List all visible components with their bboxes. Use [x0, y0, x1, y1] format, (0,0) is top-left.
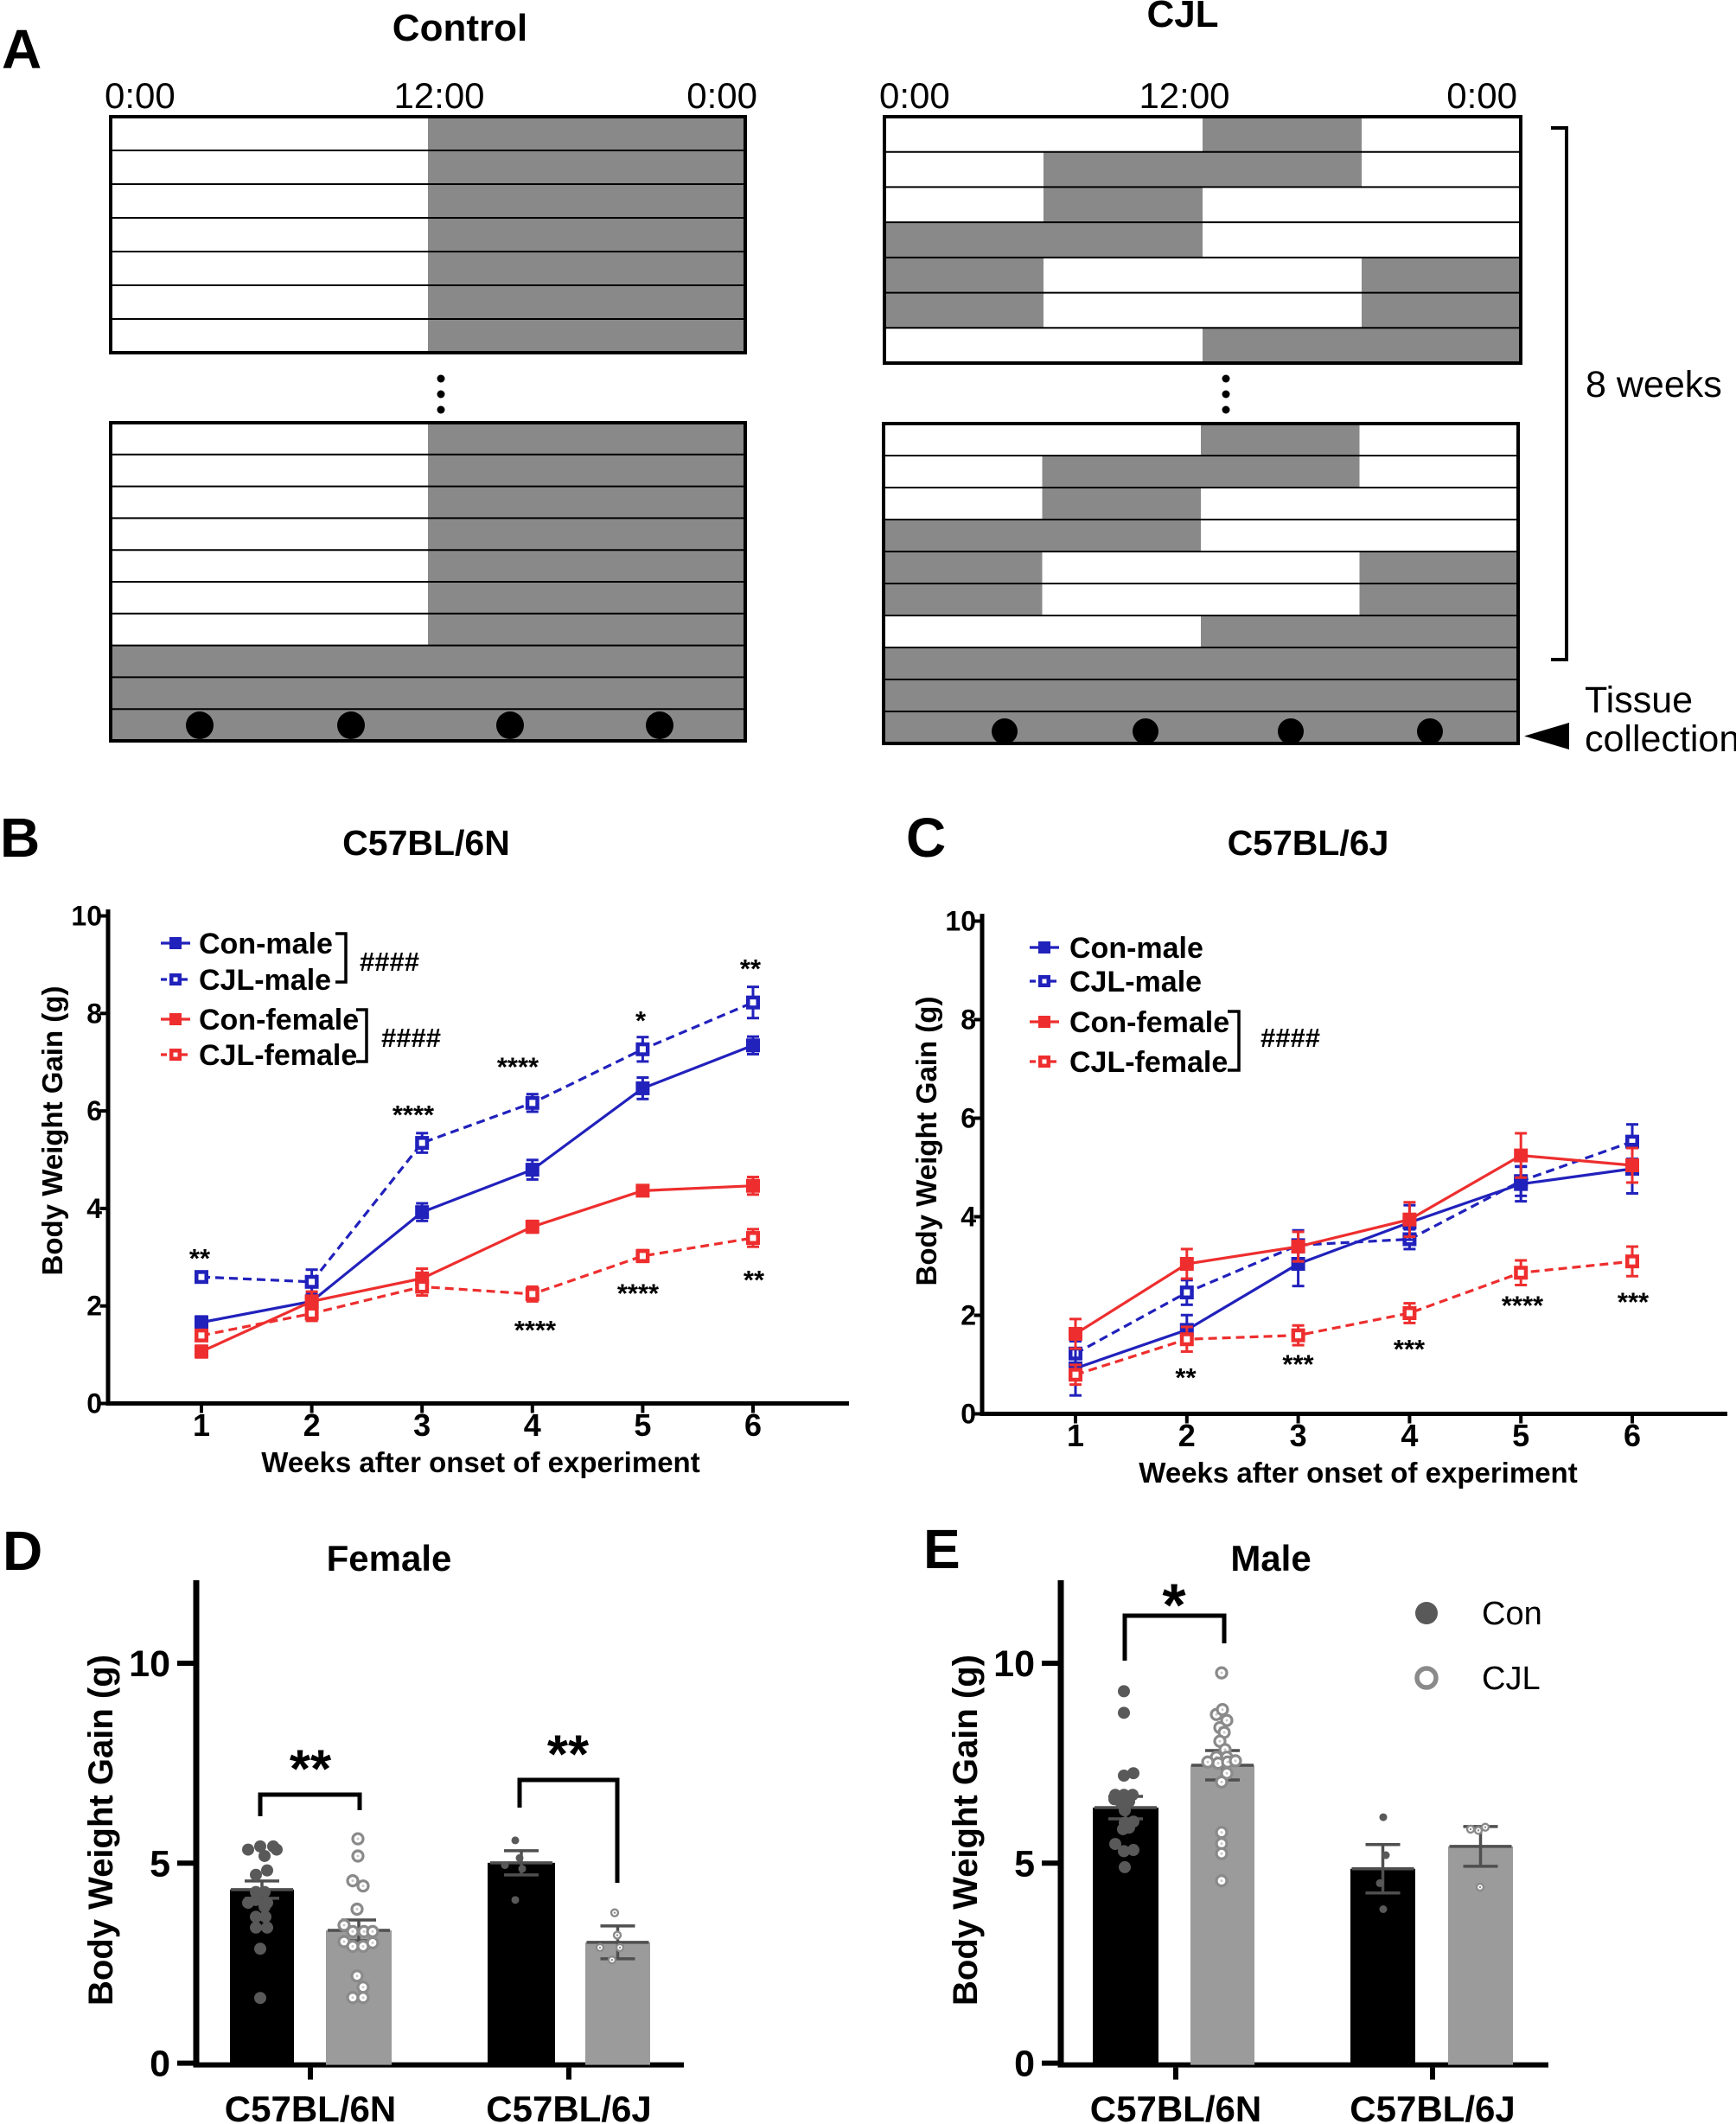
svg-text:collection: collection — [1585, 718, 1736, 760]
svg-text:12:00: 12:00 — [1139, 75, 1229, 116]
svg-text:CJL-male: CJL-male — [1069, 966, 1202, 998]
svg-text:8 weeks: 8 weeks — [1586, 364, 1722, 405]
svg-text:CJL-female: CJL-female — [1069, 1046, 1228, 1079]
svg-text:**: ** — [189, 1243, 211, 1273]
svg-text:10: 10 — [71, 901, 102, 932]
svg-text:***: *** — [1394, 1334, 1426, 1364]
svg-text:**: ** — [290, 1740, 332, 1800]
svg-text:CJL: CJL — [1146, 0, 1218, 35]
svg-text:2: 2 — [1178, 1418, 1196, 1453]
svg-text:****: **** — [393, 1100, 435, 1130]
svg-text:**: ** — [740, 954, 762, 984]
svg-text:0:00: 0:00 — [1446, 75, 1517, 116]
svg-text:**: ** — [1175, 1362, 1197, 1393]
svg-text:10: 10 — [945, 906, 976, 937]
svg-text:5: 5 — [634, 1407, 651, 1443]
svg-text:0:00: 0:00 — [686, 75, 757, 116]
svg-text:Con-male: Con-male — [1069, 932, 1203, 965]
svg-text:Con: Con — [1482, 1596, 1542, 1632]
svg-text:**: ** — [744, 1265, 765, 1295]
svg-text:4: 4 — [961, 1202, 976, 1233]
svg-text:0: 0 — [961, 1399, 976, 1430]
svg-text:6: 6 — [1624, 1418, 1641, 1453]
svg-text:C57BL/6N: C57BL/6N — [342, 823, 510, 863]
svg-text:3: 3 — [1290, 1418, 1307, 1453]
svg-text:1: 1 — [1067, 1418, 1084, 1453]
svg-text:***: *** — [1282, 1349, 1314, 1380]
svg-text:Weeks after onset of experimen: Weeks after onset of experiment — [261, 1446, 699, 1478]
svg-text:6: 6 — [744, 1407, 762, 1443]
svg-text:6: 6 — [86, 1095, 102, 1126]
svg-text:****: **** — [617, 1279, 660, 1309]
svg-text:Con-male: Con-male — [199, 928, 333, 960]
svg-text:B: B — [0, 807, 40, 869]
svg-text:Body Weight Gain (g): Body Weight Gain (g) — [947, 1655, 985, 2006]
svg-text:Control: Control — [393, 7, 527, 49]
svg-text:CJL-female: CJL-female — [199, 1039, 357, 1072]
svg-text:0:00: 0:00 — [879, 75, 950, 116]
svg-text:C57BL/6N: C57BL/6N — [225, 2089, 396, 2124]
svg-text:3: 3 — [413, 1407, 431, 1443]
svg-text:Con-female: Con-female — [1069, 1006, 1229, 1039]
svg-text:5: 5 — [1014, 1843, 1035, 1885]
svg-text:8: 8 — [961, 1005, 976, 1036]
svg-text:6: 6 — [961, 1103, 976, 1134]
svg-text:Body Weight Gain (g): Body Weight Gain (g) — [36, 986, 68, 1276]
svg-text:2: 2 — [86, 1291, 102, 1322]
svg-text:D: D — [3, 1520, 42, 1582]
svg-text:2: 2 — [961, 1300, 976, 1331]
svg-text:10: 10 — [993, 1643, 1035, 1685]
svg-text:0: 0 — [150, 2044, 170, 2085]
svg-text:Female: Female — [327, 1538, 452, 1579]
svg-text:A: A — [2, 18, 41, 80]
svg-text:C57BL/6N: C57BL/6N — [1090, 2089, 1261, 2124]
svg-text:4: 4 — [86, 1193, 102, 1224]
svg-text:C57BL/6J: C57BL/6J — [1350, 2089, 1515, 2124]
svg-text:*: * — [1162, 1572, 1186, 1639]
svg-text:****: **** — [514, 1315, 557, 1345]
svg-text:****: **** — [497, 1052, 539, 1082]
svg-text:0: 0 — [86, 1388, 102, 1419]
svg-text:**: ** — [547, 1725, 590, 1785]
svg-text:####: #### — [1261, 1023, 1320, 1053]
svg-text:5: 5 — [150, 1843, 170, 1885]
svg-text:4: 4 — [524, 1407, 541, 1443]
svg-text:0:00: 0:00 — [105, 75, 176, 116]
svg-text:****: **** — [1502, 1291, 1544, 1321]
svg-text:C57BL/6J: C57BL/6J — [1228, 823, 1389, 863]
svg-text:Body Weight Gain (g): Body Weight Gain (g) — [82, 1655, 120, 2006]
svg-text:Con-female: Con-female — [199, 1004, 359, 1036]
svg-text:2: 2 — [303, 1407, 321, 1443]
svg-text:E: E — [923, 1518, 961, 1580]
svg-text:C57BL/6J: C57BL/6J — [486, 2089, 651, 2124]
svg-text:Male: Male — [1230, 1538, 1311, 1579]
svg-text:0: 0 — [1014, 2044, 1035, 2085]
svg-text:1: 1 — [193, 1407, 210, 1443]
svg-text:C: C — [906, 807, 946, 869]
svg-text:***: *** — [1618, 1287, 1650, 1317]
svg-text:####: #### — [360, 947, 419, 977]
svg-text:CJL: CJL — [1482, 1661, 1541, 1697]
svg-text:Body Weight Gain (g): Body Weight Gain (g) — [910, 997, 942, 1286]
svg-text:4: 4 — [1401, 1418, 1418, 1453]
svg-text:CJL-male: CJL-male — [199, 964, 331, 997]
svg-text:Weeks after onset of experimen: Weeks after onset of experiment — [1139, 1457, 1577, 1489]
svg-text:12:00: 12:00 — [393, 75, 484, 116]
svg-text:Tissue: Tissue — [1585, 679, 1693, 721]
svg-text:*: * — [635, 1005, 647, 1036]
svg-text:####: #### — [381, 1023, 441, 1053]
svg-text:10: 10 — [129, 1643, 170, 1685]
svg-text:5: 5 — [1512, 1418, 1529, 1453]
svg-text:8: 8 — [86, 998, 102, 1029]
